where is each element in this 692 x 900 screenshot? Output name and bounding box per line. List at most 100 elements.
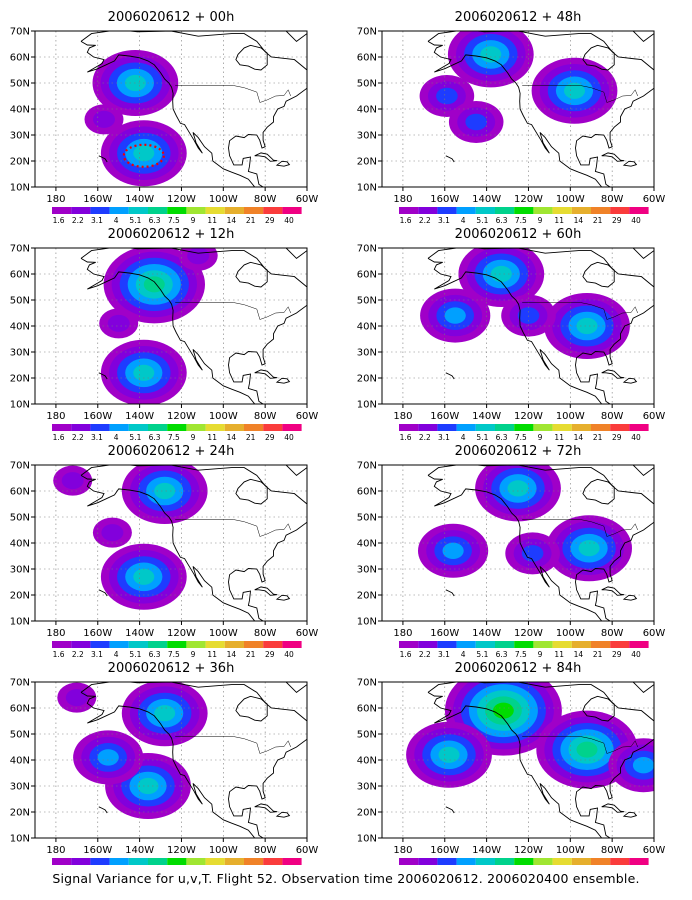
variance-blob <box>57 682 97 713</box>
x-tick-label: 160W <box>83 628 112 639</box>
colorbar-swatch <box>128 424 148 431</box>
x-tick-label: 80W <box>601 845 624 856</box>
colorbar-swatch <box>533 424 553 431</box>
colorbar-label: 6.3 <box>149 216 161 225</box>
colorbar-swatch <box>90 641 110 648</box>
variance-blob <box>531 57 618 124</box>
colorbar-swatch <box>591 858 611 865</box>
colorbar-label: 40 <box>284 433 294 442</box>
colorbar-label: 6.3 <box>496 867 508 868</box>
colorbar-label: 11 <box>207 433 217 442</box>
colorbar-label: 2.2 <box>72 216 84 225</box>
colorbar-swatch <box>148 641 168 648</box>
y-tick-label: 10N <box>357 400 377 411</box>
colorbar-swatch <box>224 641 244 648</box>
x-tick-label: 140W <box>472 194 501 205</box>
colorbar-swatch <box>552 424 572 431</box>
colorbar-swatch <box>418 424 438 431</box>
colorbar-swatch <box>437 858 457 865</box>
y-tick-label: 10N <box>357 834 377 845</box>
colorbar-swatch <box>591 207 611 214</box>
colorbar-label: 5.1 <box>129 216 141 225</box>
colorbar-swatch <box>71 207 91 214</box>
x-tick-label: 180 <box>393 845 412 856</box>
colorbar-swatch <box>610 641 630 648</box>
colorbar-label: 29 <box>612 216 622 225</box>
panel-title: 2006020612 + 84h <box>455 661 582 676</box>
y-tick-label: 20N <box>10 374 30 385</box>
y-tick-label: 20N <box>10 157 30 168</box>
colorbar-swatch <box>263 858 283 865</box>
y-tick-label: 50N <box>357 730 377 741</box>
colorbar-swatch <box>186 424 206 431</box>
colorbar-swatch <box>205 641 225 648</box>
x-tick-label: 100W <box>209 411 238 422</box>
x-tick-label: 60W <box>296 194 319 205</box>
colorbar-swatch <box>514 207 534 214</box>
colorbar-swatch <box>552 641 572 648</box>
colorbar-swatch <box>205 424 225 431</box>
colorbar-swatch <box>456 641 476 648</box>
variance-blob <box>475 465 561 522</box>
x-tick-label: 100W <box>209 628 238 639</box>
variance-blob <box>418 523 489 578</box>
colorbar-label: 2.2 <box>419 216 431 225</box>
y-tick-label: 70N <box>357 461 377 472</box>
x-tick-label: 60W <box>643 411 666 422</box>
colorbar-swatch <box>186 858 206 865</box>
y-tick-label: 30N <box>10 565 30 576</box>
colorbar-swatch <box>282 207 302 214</box>
colorbar-swatch <box>475 641 495 648</box>
colorbar-label: 2.2 <box>72 650 84 659</box>
colorbar-swatch <box>109 641 129 648</box>
colorbar-swatch <box>418 207 438 214</box>
colorbar-label: 29 <box>265 216 275 225</box>
colorbar-swatch <box>571 424 591 431</box>
colorbar-swatch <box>437 207 457 214</box>
colorbar-swatch <box>591 641 611 648</box>
y-tick-label: 70N <box>10 244 30 255</box>
coastline <box>80 248 307 404</box>
x-tick-label: 60W <box>296 628 319 639</box>
y-tick-label: 70N <box>10 27 30 38</box>
colorbar-swatch <box>224 858 244 865</box>
variance-blob <box>505 532 560 575</box>
y-tick-label: 30N <box>10 782 30 793</box>
x-tick-label: 140W <box>472 628 501 639</box>
y-tick-label: 10N <box>10 617 30 628</box>
x-tick-label: 180 <box>46 845 65 856</box>
x-tick-label: 120W <box>167 411 196 422</box>
colorbar-label: 11 <box>207 650 217 659</box>
colorbar-label: 2.2 <box>72 867 84 868</box>
x-tick-label: 140W <box>125 845 154 856</box>
y-tick-label: 40N <box>10 322 30 333</box>
colorbar-label: 7.5 <box>515 867 527 868</box>
colorbar-swatch <box>90 858 110 865</box>
y-tick-label: 50N <box>357 513 377 524</box>
x-tick-label: 160W <box>83 845 112 856</box>
y-tick-label: 50N <box>357 296 377 307</box>
colorbar-swatch <box>533 641 553 648</box>
colorbar-label: 3.1 <box>438 433 450 442</box>
colorbar-swatch <box>533 207 553 214</box>
colorbar-label: 4 <box>114 650 119 659</box>
colorbar-swatch <box>186 207 206 214</box>
colorbar-swatch <box>456 207 476 214</box>
y-tick-label: 10N <box>357 617 377 628</box>
y-tick-label: 50N <box>10 296 30 307</box>
colorbar-label: 21 <box>593 216 603 225</box>
colorbar-label: 4 <box>461 867 466 868</box>
x-tick-label: 180 <box>46 194 65 205</box>
colorbar-label: 7.5 <box>168 216 180 225</box>
colorbar-label: 7.5 <box>168 650 180 659</box>
colorbar-label: 2.2 <box>419 650 431 659</box>
y-tick-label: 10N <box>10 183 30 194</box>
colorbar-label: 6.3 <box>149 433 161 442</box>
colorbar-label: 40 <box>631 650 641 659</box>
colorbar-label: 6.3 <box>496 650 508 659</box>
colorbar-label: 5.1 <box>476 216 488 225</box>
x-tick-label: 80W <box>254 411 277 422</box>
colorbar-label: 4 <box>461 216 466 225</box>
colorbar-swatch <box>148 424 168 431</box>
y-tick-label: 50N <box>10 79 30 90</box>
